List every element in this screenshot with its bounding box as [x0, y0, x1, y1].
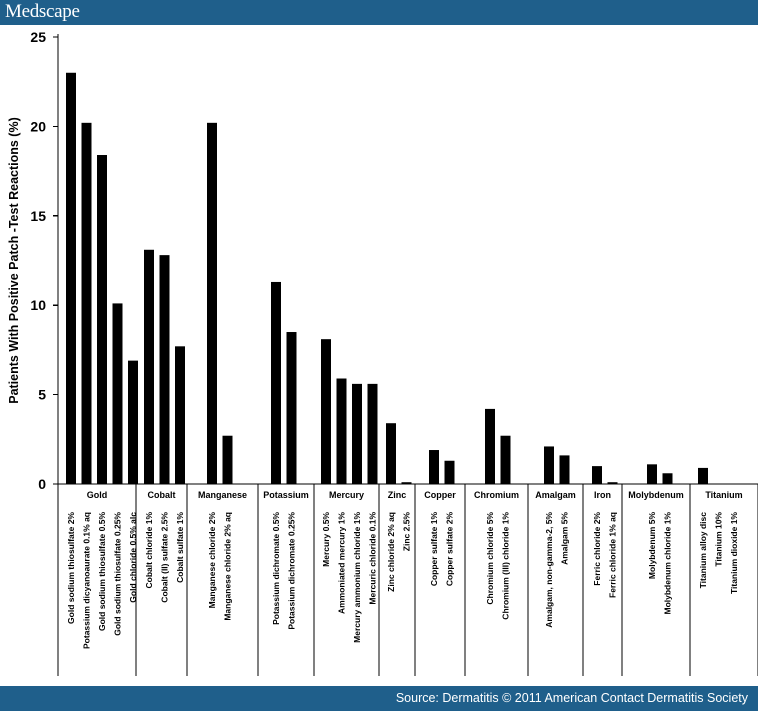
group-label: Zinc [388, 490, 407, 500]
bar-label: Potassium dichromate 0.5% [271, 512, 281, 625]
bar-label: Amalgam, non-gamma-2, 5% [544, 512, 554, 628]
bar [352, 383, 362, 484]
header-bar: Medscape [0, 0, 758, 25]
group-label: Manganese [198, 490, 247, 500]
group-label: Mercury [329, 490, 364, 500]
y-axis-label: Patients With Positive Patch -Test React… [7, 117, 21, 404]
bar-label: Potassium dichromate 0.25% [287, 512, 297, 630]
group-label: Molybdenum [628, 490, 684, 500]
bar [175, 346, 185, 484]
bar-label: Cobalt sulfate 1% [175, 512, 185, 583]
bar-chart: 0 5 10 15 20 25 Patients With Positive Patch -… [7, 29, 758, 676]
bar-label: Mercuric chloride 0.1% [368, 512, 378, 605]
group-label: Potassium [263, 490, 309, 500]
bar-label: Molybdenum 5% [647, 512, 657, 580]
group-label: Amalgam [535, 490, 576, 500]
bar [485, 408, 495, 484]
group-label: Gold [87, 490, 108, 500]
bar [500, 435, 511, 484]
bar-label: Titanium alloy disc [698, 512, 708, 589]
bar-label: Manganese chloride 2% aq [223, 512, 233, 621]
bar [271, 281, 281, 484]
bar [592, 466, 602, 484]
bar-label: Ammoniated mercury 1% [337, 512, 347, 614]
bar-label: Zinc 2.5% [402, 512, 412, 552]
y-tick-label: 20 [30, 118, 46, 134]
bar-label: Mercury 0.5% [321, 512, 331, 567]
bar-label: Titanium dioxide 1% [729, 512, 739, 594]
bar [159, 255, 170, 484]
footer-bar: Source: Dermatitis © 2011 American Conta… [0, 686, 758, 711]
bar [112, 303, 123, 484]
bar [647, 464, 657, 484]
bar [207, 122, 217, 484]
bar [144, 249, 154, 484]
bar [66, 72, 76, 484]
group-label: Chromium [474, 490, 519, 500]
bar [321, 339, 331, 484]
bar-label: Gold sodium thiosulfate 0.5% [97, 512, 107, 631]
source-credit: Source: Dermatitis © 2011 American Conta… [395, 691, 748, 705]
bar-label: Copper sulfate 1% [429, 512, 439, 587]
bar-label: Molybdenum chloride 1% [663, 512, 673, 615]
medscape-logo[interactable]: Medscape [5, 1, 80, 22]
bar [662, 473, 673, 484]
bar [401, 482, 412, 484]
bar-label: Zinc chloride 2% aq [386, 512, 396, 592]
bar [544, 446, 554, 484]
bar-label: Ferric chloride 2% [592, 512, 602, 586]
y-tick-label: 15 [30, 208, 46, 224]
bar-label: Cobalt (II) sulfate 2.5% [160, 512, 170, 603]
group-label: Iron [594, 490, 611, 500]
bar [336, 378, 347, 484]
bar-label: Mercury ammonium chloride 1% [352, 512, 362, 643]
bar-label: Potassium dicyanoaurate 0.1% aq [82, 512, 92, 649]
bar-label: Gold sodium thiosulfate 0.25% [113, 512, 123, 636]
bar [97, 155, 107, 484]
bar [386, 423, 396, 484]
bar [429, 450, 439, 484]
bar-label: Titanium 10% [714, 512, 724, 567]
bar [607, 482, 618, 484]
bar [367, 383, 378, 484]
bar-label: Cobalt chloride 1% [144, 512, 154, 589]
bar [81, 122, 92, 484]
bar-label: Chromium (III) chloride 1% [501, 512, 511, 620]
bar [559, 455, 570, 484]
bar-label: Chromium chloride 5% [485, 512, 495, 605]
bar [286, 332, 297, 484]
y-tick-label: 0 [38, 476, 46, 492]
bar [128, 360, 138, 484]
y-tick-label: 25 [30, 29, 46, 45]
group-label: Copper [424, 490, 456, 500]
y-tick-label: 10 [30, 297, 46, 313]
bar-label: Gold sodium thiosulfate 2% [66, 512, 76, 624]
bar-label: Copper sulfate 2% [445, 512, 455, 587]
bar-label: Manganese chloride 2% [207, 512, 217, 609]
bar [698, 467, 708, 484]
bar-label: Amalgam 5% [560, 512, 570, 565]
bar-label: Gold chloride 0.5% alc [128, 512, 138, 603]
y-tick-label: 5 [38, 387, 46, 403]
bar-label: Ferric chloride 1% aq [608, 512, 618, 598]
group-label: Cobalt [148, 490, 176, 500]
bar [444, 460, 455, 484]
bar [222, 435, 233, 484]
group-label: Titanium [705, 490, 742, 500]
